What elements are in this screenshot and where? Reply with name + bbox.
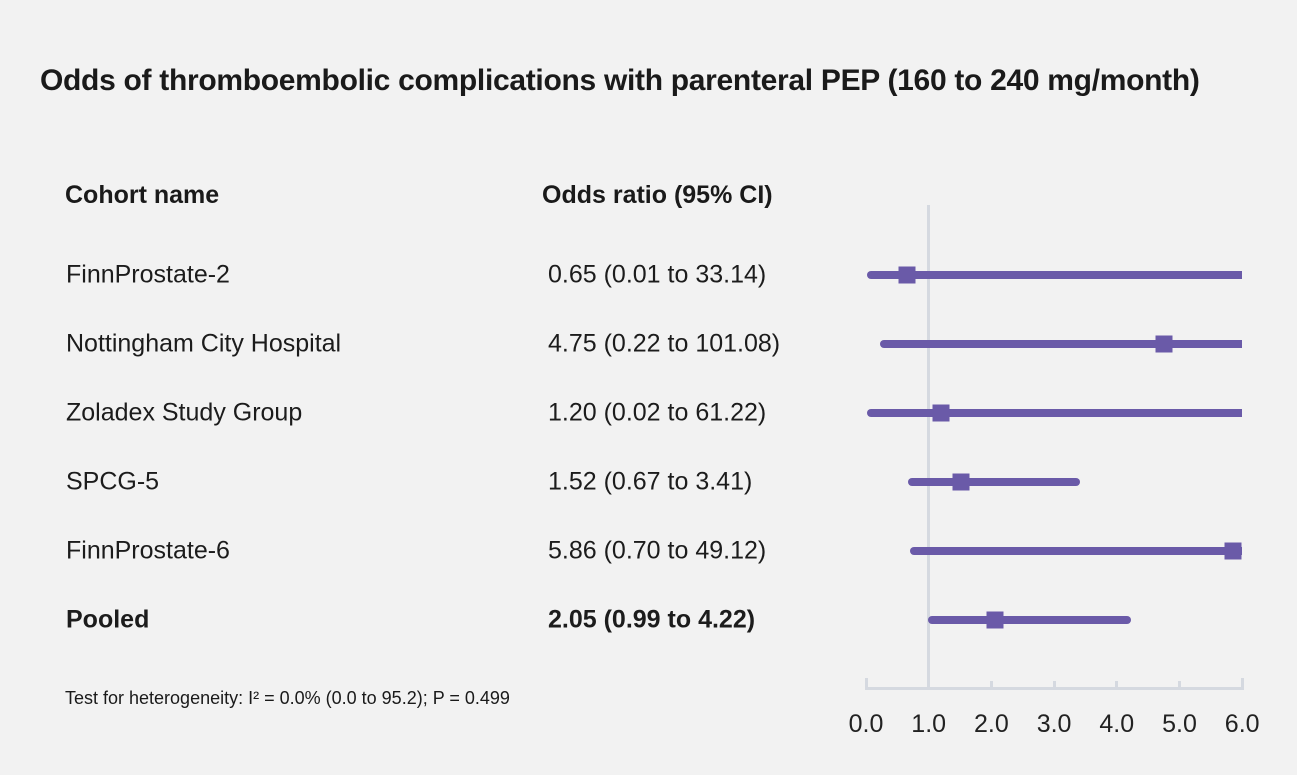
odds-ratio-text-1: 0.65 (0.01 to 33.14)	[548, 260, 767, 289]
x-axis-tick-3.0	[1052, 681, 1056, 690]
cohort-name-4: SPCG-5	[66, 467, 160, 496]
cohort-name-6: Pooled	[66, 605, 150, 634]
ci-line-6	[928, 616, 1131, 624]
figure-title: Odds of thromboembolic complications wit…	[40, 64, 1200, 97]
or-point-marker-1	[898, 266, 916, 284]
odds-ratio-text-5: 5.86 (0.70 to 49.12)	[548, 536, 767, 565]
odds-ratio-text-6: 2.05 (0.99 to 4.22)	[548, 605, 756, 634]
x-axis-tick-1.0	[927, 681, 931, 690]
odds-ratio-text-2: 4.75 (0.22 to 101.08)	[548, 329, 781, 358]
x-axis-tick-6.0	[1240, 678, 1244, 690]
x-axis-tick-label: 1.0	[911, 710, 947, 738]
odds-ratio-text-3: 1.20 (0.02 to 61.22)	[548, 398, 767, 427]
x-axis-tick-label: 6.0	[1224, 710, 1260, 738]
cohort-name-5: FinnProstate-6	[66, 536, 230, 565]
reference-line-or-1	[927, 205, 931, 690]
x-axis-tick-0.0	[864, 678, 868, 690]
x-axis-tick-5.0	[1178, 681, 1181, 690]
x-axis-tick-label: 0.0	[848, 710, 884, 738]
x-axis-tick-label: 5.0	[1162, 710, 1197, 738]
ci-line-1	[866, 271, 1243, 279]
or-point-marker-6	[986, 611, 1004, 629]
ci-line-3	[867, 409, 1243, 417]
or-point-marker-5	[1224, 542, 1242, 560]
cohort-name-2: Nottingham City Hospital	[66, 329, 342, 358]
or-point-marker-4	[952, 473, 970, 491]
cohort-name-3: Zoladex Study Group	[66, 398, 303, 427]
x-axis-tick-label: 2.0	[974, 710, 1009, 738]
column-header-odds-ratio: Odds ratio (95% CI)	[542, 181, 773, 209]
x-axis-tick-2.0	[989, 681, 993, 690]
x-axis-tick-label: 3.0	[1036, 710, 1072, 738]
or-point-marker-3	[932, 404, 950, 422]
ci-line-4	[908, 478, 1080, 486]
or-point-marker-2	[1155, 335, 1173, 353]
x-axis-tick-label: 4.0	[1099, 710, 1135, 738]
column-header-cohort-name: Cohort name	[65, 181, 220, 209]
ci-line-5	[909, 547, 1243, 555]
heterogeneity-note: Test for heterogeneity: I² = 0.0% (0.0 t…	[65, 688, 510, 708]
cohort-name-1: FinnProstate-2	[66, 260, 230, 289]
x-axis-tick-4.0	[1115, 681, 1119, 690]
ci-line-2	[879, 340, 1243, 348]
odds-ratio-text-4: 1.52 (0.67 to 3.41)	[548, 467, 753, 496]
